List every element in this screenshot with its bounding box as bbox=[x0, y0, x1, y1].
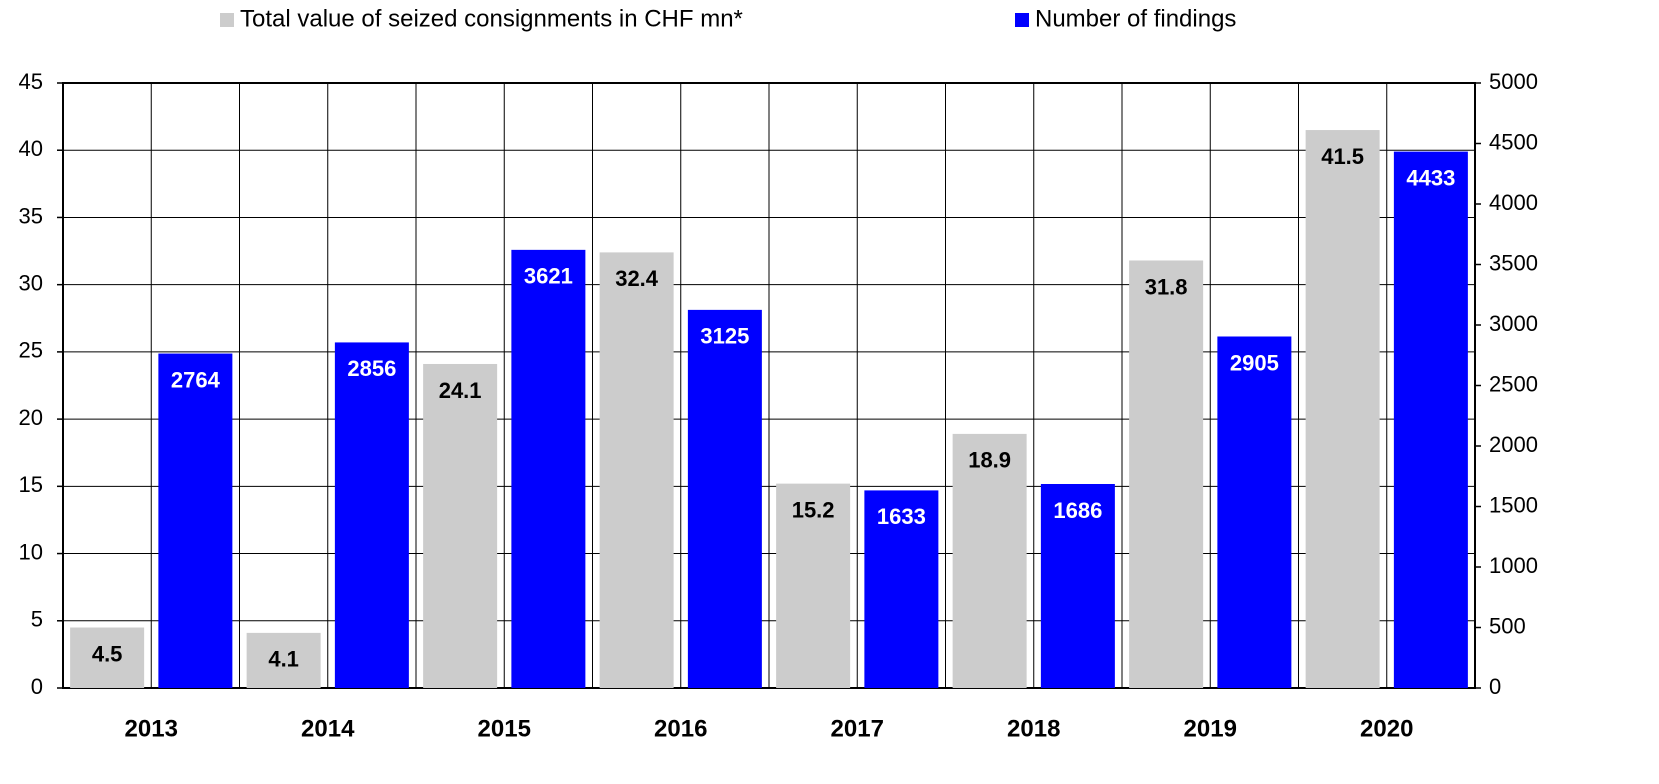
x-tick-label: 2015 bbox=[478, 715, 531, 742]
value-label: 2856 bbox=[347, 356, 396, 381]
y2-tick-label: 0 bbox=[1489, 674, 1501, 699]
y-tick-label: 20 bbox=[19, 405, 43, 430]
value-label: 15.2 bbox=[792, 497, 835, 522]
bar bbox=[599, 252, 674, 688]
bar bbox=[1305, 130, 1380, 689]
y2-tick-label: 4500 bbox=[1489, 129, 1538, 154]
bar bbox=[423, 363, 498, 688]
bar bbox=[70, 627, 145, 688]
y-tick-label: 40 bbox=[19, 136, 43, 161]
x-tick-label: 2013 bbox=[125, 715, 178, 742]
legend-swatch bbox=[1015, 13, 1029, 27]
y2-tick-label: 3000 bbox=[1489, 311, 1538, 336]
value-label: 31.8 bbox=[1145, 274, 1188, 299]
value-label: 2764 bbox=[171, 367, 221, 392]
x-tick-label: 2014 bbox=[301, 715, 355, 742]
bar bbox=[776, 483, 851, 688]
y2-tick-label: 500 bbox=[1489, 613, 1526, 638]
y2-tick-label: 2000 bbox=[1489, 432, 1538, 457]
value-label: 3125 bbox=[700, 324, 749, 349]
y-tick-label: 5 bbox=[31, 607, 43, 632]
y-tick-label: 15 bbox=[19, 472, 43, 497]
y-tick-label: 30 bbox=[19, 270, 43, 295]
value-label: 24.1 bbox=[439, 378, 482, 403]
legend-label: Total value of seized consignments in CH… bbox=[240, 5, 743, 32]
x-tick-label: 2017 bbox=[831, 715, 884, 742]
bar bbox=[334, 342, 409, 688]
x-tick-label: 2019 bbox=[1184, 715, 1237, 742]
value-label: 41.5 bbox=[1321, 144, 1364, 169]
y2-tick-label: 4000 bbox=[1489, 190, 1538, 215]
bar bbox=[246, 632, 321, 688]
value-label: 1686 bbox=[1053, 498, 1102, 523]
y2-tick-label: 3500 bbox=[1489, 250, 1538, 275]
value-label: 32.4 bbox=[615, 266, 659, 291]
legend-label: Number of findings bbox=[1035, 5, 1236, 32]
x-tick-label: 2020 bbox=[1360, 715, 1413, 742]
y2-tick-label: 1500 bbox=[1489, 492, 1538, 517]
x-tick-label: 2016 bbox=[654, 715, 707, 742]
bar bbox=[158, 353, 233, 688]
bar bbox=[687, 309, 762, 688]
y-tick-label: 0 bbox=[31, 674, 43, 699]
bar bbox=[1217, 336, 1292, 688]
value-label: 1633 bbox=[877, 504, 926, 529]
value-label: 3621 bbox=[524, 264, 573, 289]
bar bbox=[1129, 260, 1204, 688]
value-label: 18.9 bbox=[968, 448, 1011, 473]
bar bbox=[511, 249, 586, 688]
y2-tick-label: 1000 bbox=[1489, 553, 1538, 578]
bar bbox=[1393, 151, 1468, 688]
y-tick-label: 45 bbox=[19, 69, 43, 94]
value-label: 4433 bbox=[1406, 165, 1455, 190]
value-label: 2905 bbox=[1230, 350, 1279, 375]
y2-tick-label: 2500 bbox=[1489, 371, 1538, 396]
value-label: 4.1 bbox=[268, 647, 299, 672]
bar bbox=[952, 433, 1027, 688]
y2-tick-label: 5000 bbox=[1489, 69, 1538, 94]
legend-swatch bbox=[220, 13, 234, 27]
y-tick-label: 10 bbox=[19, 539, 43, 564]
value-label: 4.5 bbox=[92, 641, 123, 666]
y-tick-label: 25 bbox=[19, 338, 43, 363]
bar bbox=[1040, 483, 1115, 688]
plot-frame bbox=[62, 82, 1476, 689]
x-tick-label: 2018 bbox=[1007, 715, 1060, 742]
bar bbox=[864, 490, 939, 688]
y-tick-label: 35 bbox=[19, 203, 43, 228]
